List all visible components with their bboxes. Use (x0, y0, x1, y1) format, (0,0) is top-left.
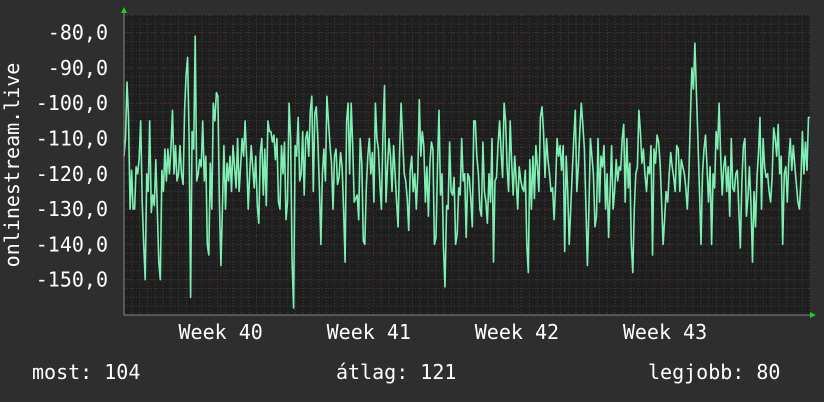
x-axis-ticks: Week 40 Week 41 Week 42 Week 43 (179, 320, 708, 344)
y-tick-label: -80,0 (48, 21, 108, 45)
y-tick-label: -90,0 (48, 56, 108, 80)
stat-current: most: 104 (32, 360, 141, 384)
stat-average: átlag: 121 (336, 360, 457, 384)
y-tick-label: -130,0 (36, 197, 108, 221)
x-tick-label: Week 42 (475, 320, 559, 344)
y-tick-label: -150,0 (36, 268, 108, 292)
x-tick-label: Week 43 (623, 320, 707, 344)
stat-best: legjobb: 80 (648, 360, 781, 384)
y-tick-label: -110,0 (36, 127, 108, 151)
y-axis-ticks: -80,0 -90,0 -100,0 -110,0 -120,0 -130,0 -140,0… (36, 21, 108, 292)
y-tick-label: -100,0 (36, 91, 108, 115)
x-tick-label: Week 40 (179, 320, 263, 344)
y-axis-arrow-icon (121, 7, 127, 13)
x-tick-label: Week 41 (327, 320, 411, 344)
y-tick-label: -120,0 (36, 162, 108, 186)
series-line (123, 35, 810, 309)
y-axis-label: onlinestream.live (0, 63, 24, 268)
x-axis-arrow-icon (810, 312, 816, 318)
y-tick-label: -140,0 (36, 232, 108, 256)
chart: -80,0 -90,0 -100,0 -110,0 -120,0 -130,0 -140,0… (0, 7, 816, 344)
